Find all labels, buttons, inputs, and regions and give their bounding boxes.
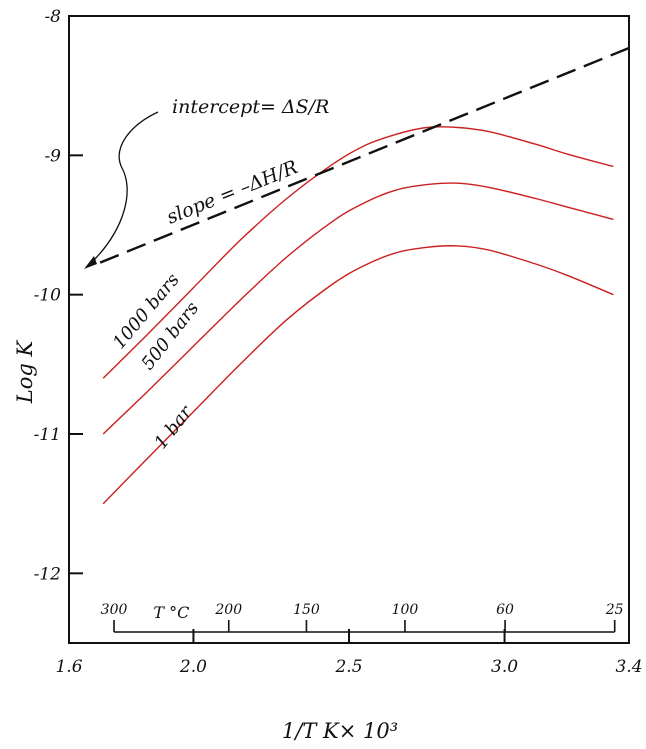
x-tick-label: 3.4 — [615, 657, 642, 677]
x-tick-label: 3.0 — [491, 657, 518, 677]
temperature-tick-label: 100 — [392, 602, 419, 618]
temperature-tick-label: 300 — [101, 602, 128, 618]
series-line-1-bar — [102, 245, 614, 505]
series-line-500-bars — [102, 182, 614, 435]
y-axis-title: Log K — [13, 339, 37, 404]
temperature-tick-label: 60 — [496, 602, 514, 618]
series-line-1000-bars — [102, 126, 614, 379]
temperature-axis-title: T °C — [153, 603, 189, 622]
curve-label-1-bar: 1 bar — [150, 401, 197, 453]
series-layer — [102, 126, 614, 505]
intercept-arrowhead — [84, 256, 97, 269]
x-axis-title: 1/T K× 10³ — [282, 719, 398, 743]
x-tick-label: 2.5 — [334, 657, 362, 677]
temperature-tick-label: 25 — [605, 602, 624, 618]
x-tick-label: 2.0 — [179, 657, 207, 677]
y-tick-label: -8 — [44, 7, 61, 27]
intercept-arrow — [87, 111, 159, 267]
x-axis-ticks: 1.6 2.0 2.5 3.0 3.4 — [55, 629, 643, 677]
y-axis-ticks: -8 -9 -10 -11 -12 — [34, 7, 83, 584]
y-tick-label: -12 — [34, 564, 61, 584]
y-tick-label: -10 — [34, 286, 62, 306]
temperature-axis: 300 200 150 100 60 25 T °C — [101, 602, 624, 633]
y-tick-label: -9 — [44, 146, 61, 166]
temperature-tick-label: 200 — [214, 602, 242, 618]
y-tick-label: -11 — [34, 425, 61, 445]
tangent-dashed-line — [99, 46, 630, 264]
intercept-annotation: intercept= ΔS/R — [172, 96, 329, 118]
temperature-tick-label: 150 — [293, 602, 320, 618]
x-tick-label: 1.6 — [55, 657, 82, 677]
slope-annotation: slope = –ΔH/R — [164, 156, 301, 229]
